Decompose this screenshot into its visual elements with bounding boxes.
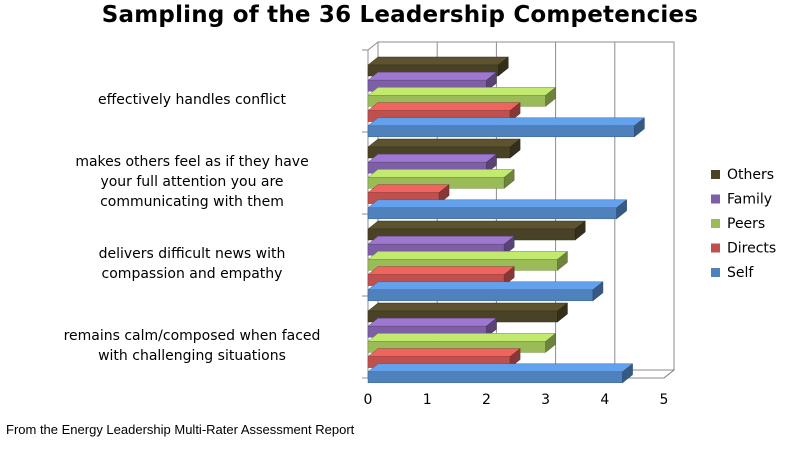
category-label: remains calm/composed when faced [64,328,321,344]
bar-others [367,56,509,77]
bar-others [367,138,521,159]
category-label: delivers difficult news with [99,246,286,262]
bar-family [367,317,498,338]
legend-item: Family [711,192,772,208]
legend-swatch [711,194,720,204]
x-tick-label: 2 [482,392,491,408]
legend-item: Peers [711,216,765,232]
bar-others [367,220,586,241]
x-tick-label: 5 [660,392,669,408]
legend-item: Directs [711,241,776,257]
bar-peers [367,168,515,189]
bar-peers [367,250,569,271]
legend-swatch [711,268,720,277]
bar-self [367,281,604,302]
bar-self [367,117,646,138]
category-labels: effectively handles conflict makes others… [64,92,321,364]
chart-title: Sampling of the 36 Leadership Competenci… [101,2,699,28]
x-tick-labels: 0 1 2 3 4 5 [364,392,669,408]
x-tick-label: 4 [600,392,609,408]
wall-edge [367,41,379,51]
bar-self [367,199,628,220]
bar-self [367,363,634,384]
category-label: with challenging situations [98,348,286,364]
category-label: effectively handles conflict [98,92,286,108]
legend-label: Peers [727,216,765,232]
bar-family [367,153,498,174]
legend-swatch [711,243,720,253]
x-tick-label: 3 [541,392,550,408]
legend-label: Self [727,265,754,281]
category-label: your full attention you are [100,174,283,190]
legend-swatch [711,170,720,179]
chart-bars [367,56,646,384]
category-label: makes others feel as if they have [75,154,308,170]
floor-gridline [663,369,675,379]
legend-item: Self [711,265,754,281]
legend: Others Family Peers Directs Self [711,167,776,281]
legend-label: Directs [727,241,776,257]
legend-swatch [711,219,720,228]
source-note: From the Energy Leadership Multi-Rater A… [6,422,355,437]
bar-others [367,302,569,323]
bar-family [367,235,515,256]
bar-directs [367,266,515,287]
category-label: compassion and empathy [102,266,283,282]
legend-item: Others [711,167,774,183]
category-label: communicating with them [100,194,284,210]
legend-label: Family [727,192,772,208]
x-tick-label: 0 [364,392,373,408]
legend-label: Others [727,167,774,183]
x-tick-label: 1 [423,392,432,408]
